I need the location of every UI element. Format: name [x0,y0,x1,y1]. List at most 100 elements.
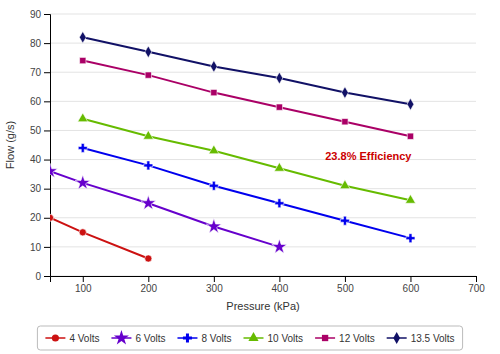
y-tick: 80 [30,38,50,49]
series-point [276,72,283,84]
x-tick: 300 [206,276,223,294]
series-point [80,57,86,63]
series-line [83,37,411,104]
y-tick-label: 80 [30,38,42,49]
series-point [342,87,349,99]
y-tick-label: 0 [35,271,41,282]
grid-line-y [50,188,476,189]
grid-line-y [50,159,476,160]
legend-symbol [52,334,59,341]
y-tick-label: 50 [30,125,42,136]
series-point [78,143,87,152]
legend-item: 10 Volts [243,332,303,343]
y-tick-mark [44,247,50,248]
x-axis-title: Pressure (kPa) [226,300,299,312]
y-tick-mark [44,130,50,131]
series-point [145,255,152,262]
y-tick: 60 [30,96,50,107]
series-point [407,133,413,139]
series-point [340,216,349,225]
y-tick-label: 90 [30,9,42,20]
grid-line-y [50,246,476,247]
x-tick: 600 [403,276,420,294]
legend-label: 4 Volts [69,333,99,344]
y-tick-label: 20 [30,212,42,223]
series-point [340,180,350,189]
grid-line-y [50,130,476,131]
y-tick: 50 [30,125,50,136]
grid-line-y [50,72,476,73]
y-tick: 40 [30,154,50,165]
series-point [276,104,282,110]
legend-symbol [248,332,258,341]
y-tick-mark [44,189,50,190]
legend-symbol [322,335,328,341]
series [78,143,415,242]
series-line [50,218,148,259]
grid [50,14,476,276]
legend-label: 13.5 Volts [411,333,455,344]
legend-item: 13.5 Volts [387,332,455,344]
x-tick: 100 [75,276,92,294]
x-tick-label: 500 [337,283,354,294]
series-point [206,219,221,233]
legend-label: 6 Volts [135,333,165,344]
series-point [209,181,218,190]
plot: 1002003004005006007000102030405060708090… [4,9,485,312]
series-line [50,171,279,247]
legend-symbol [114,330,129,344]
series [50,163,287,253]
x-tick-mark [410,276,411,282]
series-point [144,161,153,170]
x-tick: 200 [140,276,157,294]
x-axis-line [51,277,477,283]
x-tick-mark [345,276,346,282]
y-tick-mark [44,160,50,161]
series-point [274,162,284,171]
x-tick: 500 [337,276,354,294]
x-tick: 700 [468,276,485,294]
x-tick-mark [83,276,84,282]
y-tick: 90 [30,9,50,20]
x-tick-label: 600 [403,283,420,294]
series-point [209,145,219,154]
x-axis: 100 200 300 400 500 600 700 [51,276,486,294]
y-tick-label: 40 [30,154,42,165]
series-point [141,195,156,209]
y-tick: 20 [30,212,50,223]
series-point [407,98,414,110]
y-tick-label: 60 [30,96,42,107]
annotation: 23.8% Efficiency [325,150,412,162]
series-point [143,130,153,139]
series-point [50,163,58,177]
y-tick-mark [44,14,50,15]
y-tick-mark [44,43,50,44]
series [80,57,414,139]
x-tick-label: 400 [272,283,289,294]
y-axis-line [44,15,51,277]
chart-svg: 4 Volts6 Volts8 Volts10 Volts12 Volts13.… [0,0,500,354]
y-tick: 0 [35,271,50,282]
grid-line-y [50,217,476,218]
legend-symbol [183,334,192,343]
y-tick: 10 [30,242,50,253]
y-tick-mark [44,276,50,277]
legend-label: 10 Volts [267,333,303,344]
legend-item: 8 Volts [177,333,231,344]
legend: 4 Volts6 Volts8 Volts10 Volts12 Volts13.… [37,326,462,350]
y-axis: 0102030405060708090 [30,9,51,282]
legend-label: 8 Volts [201,333,231,344]
x-tick-mark [148,276,149,282]
y-axis-title: Flow (g/s) [4,121,16,169]
series-point [210,61,217,73]
series-point [145,72,151,78]
y-tick-mark [44,72,50,73]
chart-container: 4 Volts6 Volts8 Volts10 Volts12 Volts13.… [0,0,500,354]
legend-item: 6 Volts [111,330,165,344]
x-tick-label: 200 [140,283,157,294]
y-tick: 30 [30,183,50,194]
x-tick: 400 [272,276,289,294]
y-tick-label: 30 [30,183,42,194]
y-tick-mark [44,101,50,102]
series [79,31,413,110]
